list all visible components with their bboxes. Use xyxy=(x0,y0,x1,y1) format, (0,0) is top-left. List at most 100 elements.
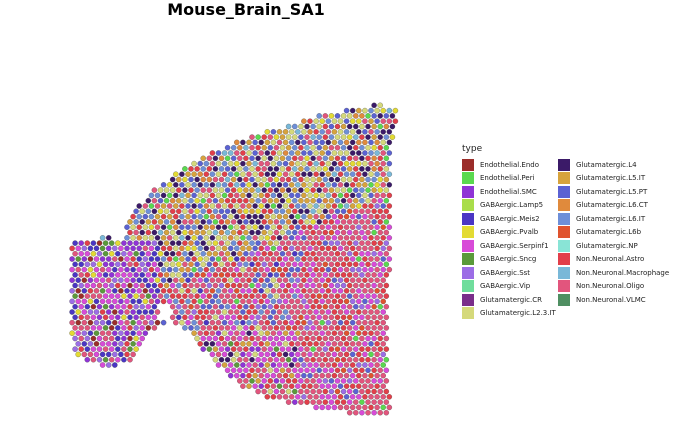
spot-point xyxy=(227,277,234,284)
spot-point xyxy=(243,219,249,225)
spot-point xyxy=(282,224,289,231)
spot-point xyxy=(334,144,341,151)
spot-point xyxy=(261,367,268,374)
spot-point xyxy=(200,208,207,215)
spot-point xyxy=(291,282,298,289)
spot-point xyxy=(230,356,237,363)
spot-point xyxy=(359,272,365,278)
spot-point xyxy=(249,197,255,204)
spot-point xyxy=(334,314,341,321)
spot-point xyxy=(285,250,292,257)
spot-point xyxy=(209,330,216,337)
spot-point xyxy=(185,319,191,326)
spot-point xyxy=(294,372,301,379)
spot-point xyxy=(325,118,332,125)
spot-point xyxy=(233,319,240,326)
spot-point xyxy=(288,139,295,146)
spot-point xyxy=(160,277,167,284)
spot-point xyxy=(227,181,234,188)
spot-point xyxy=(148,203,155,209)
legend-label: GABAergic.Serpinf1 xyxy=(480,241,549,250)
legend-label: Glutamatergic.L6.CT xyxy=(576,201,648,210)
spot-point xyxy=(383,187,390,193)
spot-point xyxy=(328,176,335,183)
spot-point xyxy=(267,261,274,268)
spot-point xyxy=(316,293,323,299)
legend-item: Non.Neuronal.Astro xyxy=(558,253,654,267)
spot-point xyxy=(374,224,380,231)
spot-point xyxy=(212,335,219,342)
spot-point xyxy=(230,187,237,193)
spot-point xyxy=(377,335,384,342)
spot-point xyxy=(298,197,304,204)
spot-point xyxy=(255,367,261,374)
spot-point xyxy=(377,325,384,331)
spot-point xyxy=(282,266,289,273)
spot-point xyxy=(319,203,326,209)
spot-point xyxy=(96,261,103,268)
spot-point xyxy=(90,240,97,246)
spot-point xyxy=(307,266,313,273)
spot-point xyxy=(209,277,216,284)
spot-point xyxy=(130,256,136,262)
spot-point xyxy=(197,181,204,188)
spot-point xyxy=(383,293,390,299)
spot-point xyxy=(316,303,323,310)
spot-point xyxy=(255,229,261,236)
spot-point xyxy=(301,298,307,305)
spot-point xyxy=(328,325,335,331)
spot-point xyxy=(175,208,182,215)
spot-point xyxy=(334,335,341,342)
spot-point xyxy=(279,144,286,151)
spot-point xyxy=(362,224,368,231)
spot-point xyxy=(279,187,286,193)
spot-point xyxy=(87,245,94,252)
spot-point xyxy=(145,293,152,299)
spot-point xyxy=(322,335,329,342)
spot-point xyxy=(285,155,292,162)
spot-point xyxy=(105,309,112,315)
spot-point xyxy=(377,208,384,215)
spot-point xyxy=(307,351,313,358)
spot-point xyxy=(139,208,146,215)
spot-point xyxy=(69,245,75,252)
spot-point xyxy=(334,166,341,172)
spot-point xyxy=(249,346,255,352)
spot-point xyxy=(163,197,170,204)
spot-point xyxy=(298,272,304,278)
spot-point xyxy=(276,309,283,315)
spot-point xyxy=(93,256,100,262)
spot-point xyxy=(246,266,252,273)
spot-point xyxy=(264,160,271,167)
spot-point xyxy=(365,282,371,289)
spot-point xyxy=(182,272,188,278)
spot-point xyxy=(313,372,319,379)
spot-point xyxy=(377,123,384,130)
spot-point xyxy=(215,192,222,199)
spot-point xyxy=(279,378,286,384)
spot-point xyxy=(252,150,258,156)
spot-point xyxy=(188,272,194,278)
spot-point xyxy=(288,192,295,199)
spot-point xyxy=(288,309,295,315)
spot-point xyxy=(81,340,88,347)
spot-point xyxy=(380,298,387,305)
spot-point xyxy=(328,272,335,278)
spot-point xyxy=(371,272,377,278)
spot-point xyxy=(288,383,295,390)
spot-point xyxy=(346,346,353,352)
spot-point xyxy=(145,325,152,331)
spot-point xyxy=(118,319,124,326)
spot-point xyxy=(282,393,289,400)
spot-point xyxy=(383,250,390,257)
spot-point xyxy=(343,128,350,135)
spot-point xyxy=(127,240,133,246)
spot-point xyxy=(270,181,277,188)
spot-point xyxy=(273,187,280,193)
spot-point xyxy=(267,144,274,151)
spot-point xyxy=(200,335,207,342)
spot-point xyxy=(294,203,301,209)
spot-point xyxy=(212,282,219,289)
spot-point xyxy=(75,340,82,347)
spot-point xyxy=(264,234,271,241)
